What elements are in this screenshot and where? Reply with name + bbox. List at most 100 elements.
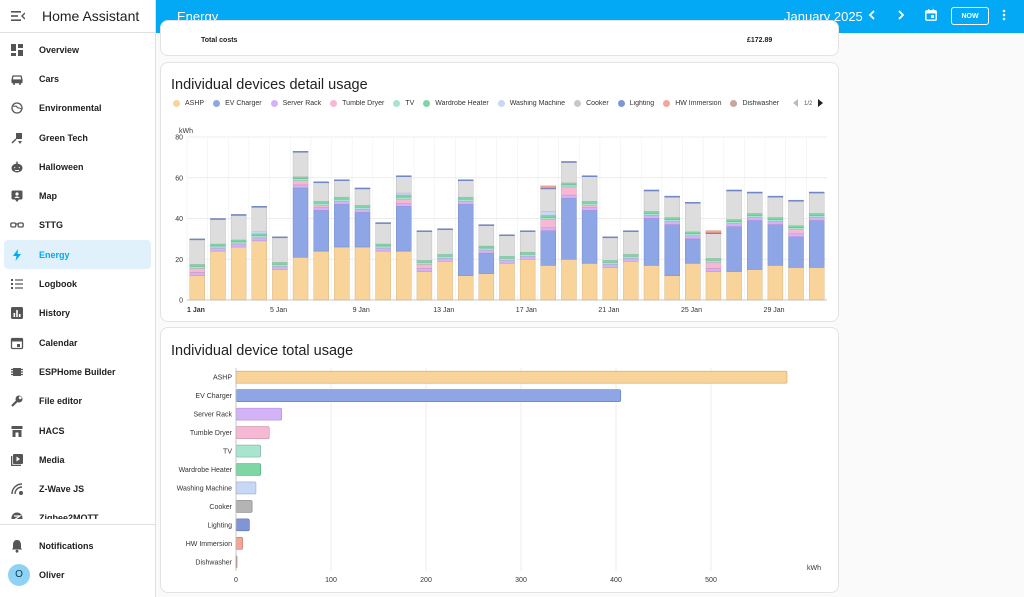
sidebar-item-map[interactable]: Map xyxy=(4,181,151,210)
bar-segment-tv xyxy=(540,217,556,220)
bar-segment-wardrobe-heater xyxy=(788,225,804,228)
sidebar-item-history[interactable]: History xyxy=(4,299,151,328)
legend-item[interactable]: EV Charger xyxy=(213,100,262,107)
sidebar-item-hacs[interactable]: HACS xyxy=(4,416,151,445)
bar-segment-server-rack xyxy=(643,215,660,219)
bar-segment-lighting xyxy=(623,230,639,232)
legend-item[interactable]: Lighting xyxy=(617,100,654,107)
sidebar-item-zigbee2mqtt[interactable]: Zigbee2MQTT xyxy=(4,504,151,519)
bar-segment-server-rack xyxy=(458,200,474,205)
bar-segment-server-rack xyxy=(354,209,371,213)
legend-item[interactable]: ASHP xyxy=(173,100,204,107)
bar-segment-tv xyxy=(251,235,267,239)
sidebar-item-overview[interactable]: Overview xyxy=(4,35,151,64)
bar-segment-wardrobe-heater xyxy=(808,213,825,216)
legend-item[interactable]: TV xyxy=(393,100,414,107)
calendar-picker-icon[interactable] xyxy=(923,9,939,24)
chevron-left-icon[interactable] xyxy=(864,8,880,23)
bar-segment-ashp xyxy=(375,250,391,301)
legend-item[interactable]: Washing Machine xyxy=(497,100,565,107)
bar-segment-cooker xyxy=(334,180,350,198)
car-icon xyxy=(4,72,30,86)
grid-icon xyxy=(4,43,30,57)
legend-label: Server Rack xyxy=(282,100,322,107)
sidebar-item-environmental[interactable]: Environmental xyxy=(4,94,151,123)
category-label: Cooker xyxy=(209,504,232,511)
bar-segment-cooker xyxy=(726,190,742,220)
bar-segment-tumble-dryer xyxy=(561,186,577,196)
menu-collapse-icon[interactable] xyxy=(0,10,36,22)
detail-usage-card: Individual devices detail usage ASHP EV C… xyxy=(160,62,839,322)
category-label: Tumble Dryer xyxy=(190,430,233,437)
sidebar-item-sttg[interactable]: STTG xyxy=(4,211,151,240)
sidebar-item-halloween[interactable]: Halloween xyxy=(4,152,151,181)
sidebar-item-user[interactable]: O Oliver xyxy=(4,560,151,589)
bar-segment-ashp xyxy=(747,269,763,301)
zwave-icon xyxy=(4,482,30,496)
bar-segment-tv xyxy=(478,247,495,251)
glasses-icon xyxy=(4,218,30,232)
sidebar-item-label: ESPHome Builder xyxy=(39,366,116,377)
x-axis-unit: kWh xyxy=(807,565,821,572)
bar-segment-ev-charger xyxy=(788,236,804,268)
pager-prev-icon[interactable] xyxy=(793,99,799,109)
bar-segment-tumble-dryer xyxy=(540,219,556,228)
bar-segment-ashp xyxy=(540,265,556,301)
bar-segment-ev-charger xyxy=(664,224,680,276)
green-tech-icon xyxy=(4,131,30,145)
bar-segment-cooker xyxy=(313,182,329,202)
bar-segment-washing-machine xyxy=(251,231,267,234)
more-vertical-icon[interactable] xyxy=(996,9,1012,24)
bar-segment-cooker xyxy=(499,235,515,257)
sidebar-item-media[interactable]: Media xyxy=(4,445,151,474)
bar-segment-wardrobe-heater xyxy=(685,231,701,234)
legend-item[interactable]: HW Immersion xyxy=(663,100,721,107)
bar-segment-server-rack xyxy=(747,217,763,221)
bar-segment-ev-charger xyxy=(478,252,495,274)
bar-segment-tv xyxy=(581,203,598,206)
bar-segment-wardrobe-heater xyxy=(458,196,474,200)
bar-segment-server-rack xyxy=(272,266,288,270)
sidebar-item-esphome-builder[interactable]: ESPHome Builder xyxy=(4,357,151,386)
pager-next-icon[interactable] xyxy=(817,99,824,109)
bar-segment-tv xyxy=(313,203,329,206)
x-tick-label: 300 xyxy=(515,577,527,584)
sidebar-item-file-editor[interactable]: File editor xyxy=(4,387,151,416)
legend-item[interactable]: Cooker xyxy=(574,100,609,107)
bar-segment-wardrobe-heater xyxy=(272,262,288,265)
sidebar-item-green-tech[interactable]: Green Tech xyxy=(4,123,151,152)
bar-segment-cooker xyxy=(540,188,556,212)
sidebar-bottom: Notifications O Oliver xyxy=(0,524,155,590)
legend-item[interactable]: Server Rack xyxy=(270,100,322,107)
bar-segment-cooker xyxy=(561,162,577,184)
sidebar-item-logbook[interactable]: Logbook xyxy=(4,269,151,298)
map-icon xyxy=(4,189,30,203)
legend-label: ASHP xyxy=(185,100,205,107)
chevron-right-icon[interactable] xyxy=(893,8,909,23)
legend-swatch xyxy=(270,100,278,107)
sidebar-item-calendar[interactable]: Calendar xyxy=(4,328,151,357)
sidebar-item-label: File editor xyxy=(39,396,83,407)
bar-segment-cooker xyxy=(354,188,371,206)
bar-segment-wardrobe-heater xyxy=(581,200,598,204)
legend-item[interactable]: Tumble Dryer xyxy=(330,100,384,107)
y-tick-label: 40 xyxy=(175,216,183,223)
sidebar-item-energy[interactable]: Energy xyxy=(4,240,151,270)
now-button[interactable]: NOW xyxy=(951,7,989,25)
legend-item[interactable]: Dishwasher xyxy=(730,100,779,107)
legend-swatch xyxy=(330,100,338,107)
bar-segment-ashp xyxy=(458,275,474,301)
sidebar-item-label: History xyxy=(39,308,71,319)
play-box-icon xyxy=(4,453,30,467)
sidebar-item-notifications[interactable]: Notifications xyxy=(4,531,151,560)
bar-segment-tv xyxy=(519,253,536,257)
bar-segment-wardrobe-heater xyxy=(561,182,577,186)
legend-item[interactable]: Wardrobe Heater xyxy=(423,100,489,107)
bar-segment-tumble-dryer xyxy=(189,268,206,273)
sidebar-item-cars[interactable]: Cars xyxy=(4,64,151,93)
bar-segment-lighting xyxy=(437,228,453,230)
bar-segment-wardrobe-heater xyxy=(726,219,742,222)
bar-segment-wardrobe-heater xyxy=(189,264,206,267)
sidebar-item-z-wave-js[interactable]: Z-Wave JS xyxy=(4,474,151,503)
wrench-icon xyxy=(4,394,30,408)
